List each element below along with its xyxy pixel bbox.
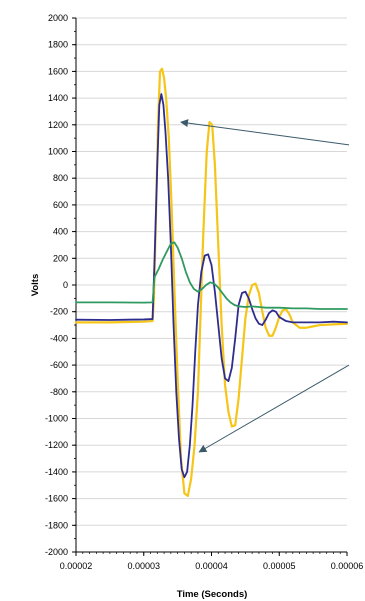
x-axis: 0.00002 0.00003 0.00004 0.00005 0.00006 xyxy=(60,551,364,571)
y-tick-label: 400 xyxy=(53,227,68,237)
y-tick-label: 1400 xyxy=(48,93,68,103)
y-tick-label: -1200 xyxy=(45,440,68,450)
y-tick-label: 1000 xyxy=(48,147,68,157)
x-tick-label: 0.00006 xyxy=(331,561,364,571)
x-tick-label: 0.00003 xyxy=(127,561,160,571)
y-tick-label: 1200 xyxy=(48,120,68,130)
series-line-2 xyxy=(75,93,348,479)
x-tick-label: 0.00002 xyxy=(60,561,93,571)
x-tick-label: 0.00005 xyxy=(263,561,296,571)
annotation-arrow xyxy=(180,119,350,146)
y-tick-label: 200 xyxy=(53,253,68,263)
x-tick-label: 0.00004 xyxy=(195,561,228,571)
y-tick-label: -1600 xyxy=(45,494,68,504)
y-tick-label: 1600 xyxy=(48,66,68,76)
y-axis: 2000180016001400120010008006004002000-20… xyxy=(45,13,77,557)
y-tick-label: 0 xyxy=(63,280,68,290)
y-tick-label: 800 xyxy=(53,173,68,183)
y-tick-label: -400 xyxy=(50,333,68,343)
y-tick-label: -1000 xyxy=(45,414,68,424)
x-axis-title: Time (Seconds) xyxy=(177,589,248,600)
y-tick-label: -1400 xyxy=(45,467,68,477)
series-line-1 xyxy=(74,67,349,498)
y-tick-label: -200 xyxy=(50,307,68,317)
annotation-arrows xyxy=(180,119,350,453)
y-tick-label: 600 xyxy=(53,200,68,210)
y-tick-label: -1800 xyxy=(45,520,68,530)
y-tick-label: -2000 xyxy=(45,547,68,557)
y-tick-label: -800 xyxy=(50,387,68,397)
series-line-3 xyxy=(75,241,348,310)
y-tick-label: 2000 xyxy=(48,13,68,23)
gridlines xyxy=(76,17,347,553)
y-tick-label: -600 xyxy=(50,360,68,370)
annotation-arrow xyxy=(198,364,350,453)
y-axis-title: Volts xyxy=(30,274,41,297)
series-lines xyxy=(74,67,349,498)
y-tick-label: 1800 xyxy=(48,40,68,50)
